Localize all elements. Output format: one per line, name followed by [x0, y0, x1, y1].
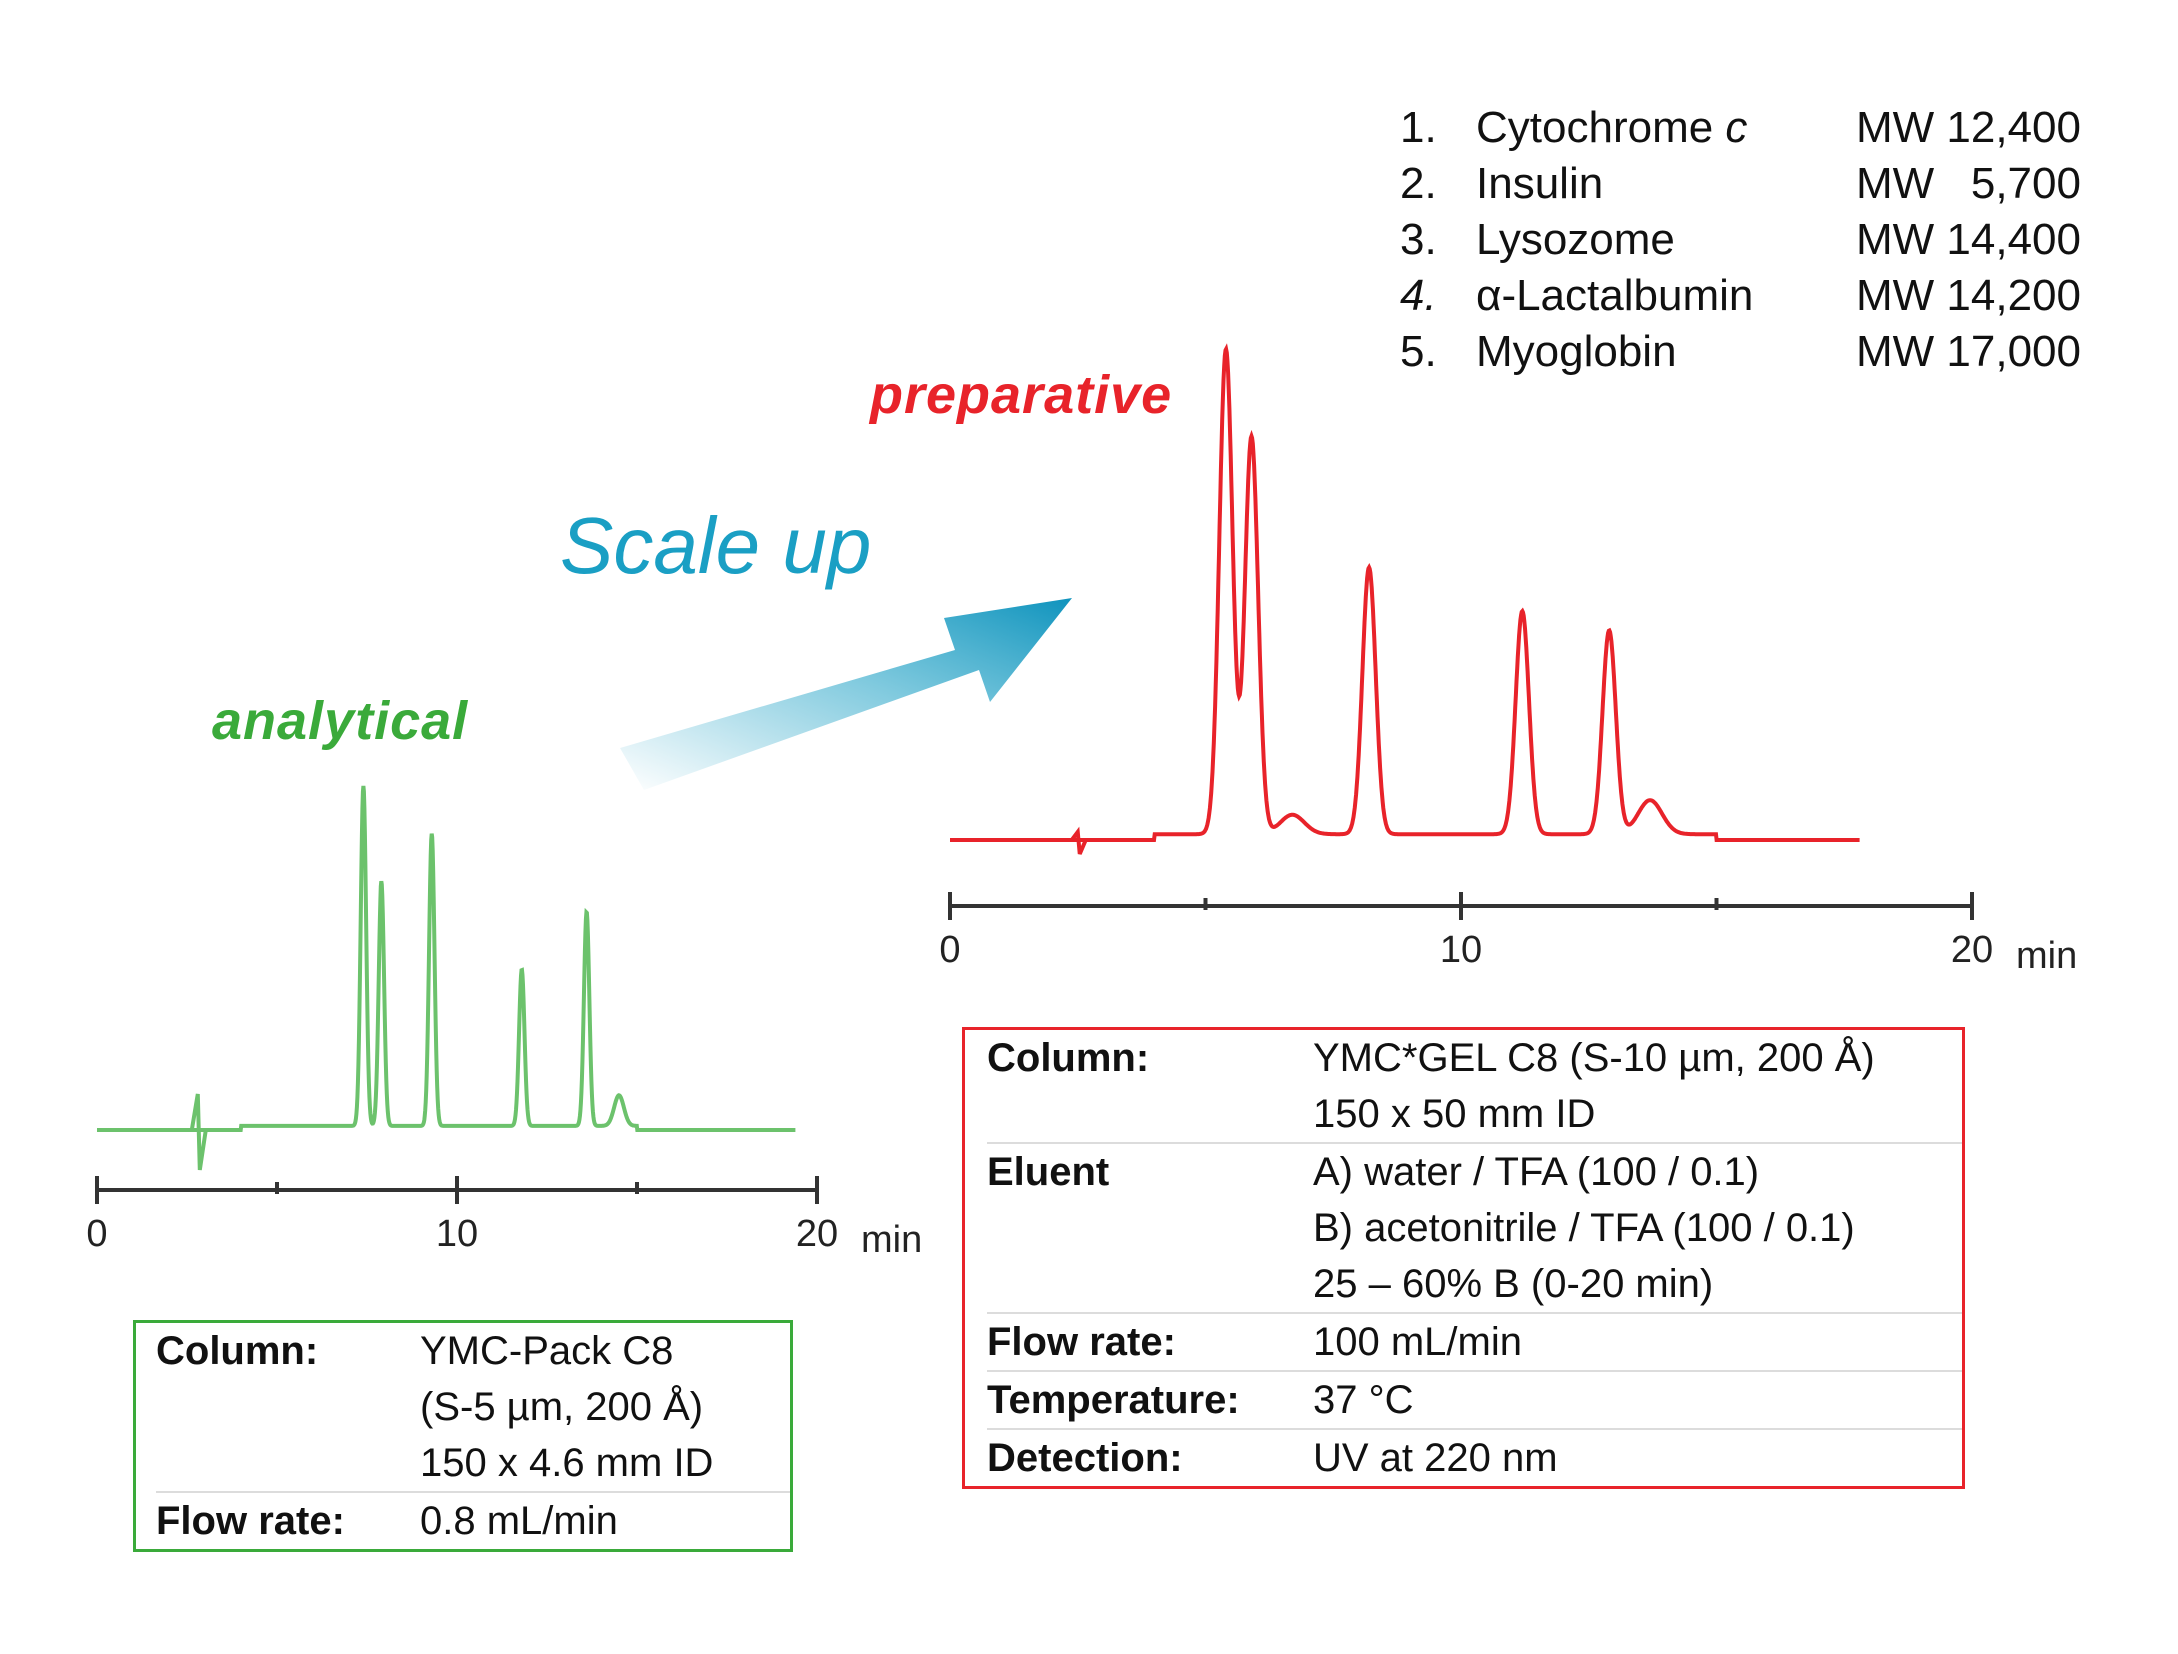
legend-mw: MW 17,000	[1856, 327, 2081, 376]
condition-row: Detection: UV at 220 nm	[987, 1430, 1962, 1486]
analytical-trace	[97, 785, 796, 1132]
condition-key: Flow rate:	[987, 1320, 1176, 1364]
x-tick-label: 20	[1951, 929, 1993, 971]
condition-value: YMC-Pack C8	[420, 1329, 674, 1373]
preparative-x-ticks: 0 10 20 min	[939, 892, 2077, 977]
preparative-trace	[950, 343, 1860, 842]
condition-row: Eluent A) water / TFA (100 / 0.1) B) ace…	[987, 1144, 1962, 1314]
condition-value: YMC*GEL C8 (S-10 µm, 200 Å)	[1313, 1036, 1875, 1080]
legend-mw: MW 14,400	[1856, 215, 2081, 264]
condition-values: UV at 220 nm	[1313, 1430, 1558, 1486]
condition-value: (S-5 µm, 200 Å)	[420, 1385, 704, 1429]
legend-number: 4.	[1400, 271, 1437, 320]
scale-up-label: Scale up	[560, 501, 872, 590]
condition-values: 100 mL/min	[1313, 1314, 1522, 1370]
analytical-injection-dip	[189, 1093, 208, 1171]
peak-legend: 1. Cytochrome c MW 12,400 2. Insulin MW …	[1400, 100, 2136, 380]
legend-compound: Cytochrome c	[1476, 103, 1748, 152]
analytical-conditions-table: Column: YMC-Pack C8 (S-5 µm, 200 Å) 150 …	[133, 1320, 793, 1552]
condition-row: Flow rate: 0.8 mL/min	[156, 1493, 790, 1549]
condition-row: Column: YMC-Pack C8 (S-5 µm, 200 Å) 150 …	[156, 1323, 790, 1493]
condition-key: Column:	[987, 1036, 1150, 1080]
preparative-chromatogram: 0 10 20 min	[939, 343, 2077, 977]
condition-key: Column:	[156, 1329, 319, 1373]
condition-row: Temperature: 37 °C	[987, 1372, 1962, 1430]
x-tick-label: 0	[939, 929, 960, 971]
condition-value: 37 °C	[1313, 1378, 1414, 1422]
legend-mw: MW 12,400	[1856, 103, 2081, 152]
preparative-conditions-table: Column: YMC*GEL C8 (S-10 µm, 200 Å) 150 …	[962, 1027, 1965, 1489]
legend-compound: α-Lactalbumin	[1476, 271, 1754, 320]
condition-values: 0.8 mL/min	[420, 1493, 618, 1549]
analytical-x-ticks: 0 10 20 min	[86, 1176, 922, 1261]
legend-item: 2. Insulin MW 5,700	[1400, 156, 2136, 212]
condition-value: UV at 220 nm	[1313, 1436, 1558, 1480]
condition-value: 150 x 4.6 mm ID	[420, 1441, 714, 1485]
legend-number: 3.	[1400, 215, 1437, 264]
condition-value: 0.8 mL/min	[420, 1499, 618, 1543]
condition-key: Flow rate:	[156, 1499, 345, 1543]
condition-key: Temperature:	[987, 1378, 1240, 1422]
condition-row: Column: YMC*GEL C8 (S-10 µm, 200 Å) 150 …	[987, 1030, 1962, 1144]
condition-values: YMC*GEL C8 (S-10 µm, 200 Å) 150 x 50 mm …	[1313, 1030, 1875, 1142]
legend-item: 5. Myoglobin MW 17,000	[1400, 324, 2136, 380]
legend-compound: Insulin	[1476, 159, 1604, 208]
condition-key: Detection:	[987, 1436, 1183, 1480]
x-tick-label: 10	[1440, 929, 1482, 971]
legend-number: 2.	[1400, 159, 1437, 208]
analytical-label: analytical	[212, 691, 469, 751]
x-tick-label: 20	[796, 1213, 838, 1255]
x-unit-label: min	[2016, 935, 2077, 977]
condition-values: YMC-Pack C8 (S-5 µm, 200 Å) 150 x 4.6 mm…	[420, 1323, 713, 1491]
x-unit-label: min	[861, 1219, 922, 1261]
analytical-chromatogram: 0 10 20 min	[86, 785, 922, 1261]
legend-item: 4. α-Lactalbumin MW 14,200	[1400, 268, 2136, 324]
legend-compound: Lysozome	[1476, 215, 1675, 264]
preparative-injection-dip	[1070, 826, 1088, 855]
legend-mw: MW 5,700	[1856, 159, 2081, 208]
condition-value: 150 x 50 mm ID	[1313, 1092, 1596, 1136]
legend-item: 1. Cytochrome c MW 12,400	[1400, 100, 2136, 156]
legend-number: 5.	[1400, 327, 1437, 376]
condition-value: A) water / TFA (100 / 0.1)	[1313, 1150, 1760, 1194]
condition-value: B) acetonitrile / TFA (100 / 0.1)	[1313, 1206, 1855, 1250]
x-tick-label: 0	[86, 1213, 107, 1255]
legend-item: 3. Lysozome MW 14,400	[1400, 212, 2136, 268]
preparative-label: preparative	[870, 365, 1173, 425]
legend-mw: MW 14,200	[1856, 271, 2081, 320]
legend-compound: Myoglobin	[1476, 327, 1677, 376]
condition-row: Flow rate: 100 mL/min	[987, 1314, 1962, 1372]
x-tick-label: 10	[436, 1213, 478, 1255]
condition-key: Eluent	[987, 1150, 1110, 1194]
condition-values: A) water / TFA (100 / 0.1) B) acetonitri…	[1313, 1144, 1855, 1312]
scale-up-arrow	[620, 598, 1072, 790]
condition-value: 100 mL/min	[1313, 1320, 1522, 1364]
condition-value: 25 – 60% B (0-20 min)	[1313, 1262, 1714, 1306]
legend-number: 1.	[1400, 103, 1437, 152]
condition-values: 37 °C	[1313, 1372, 1414, 1428]
